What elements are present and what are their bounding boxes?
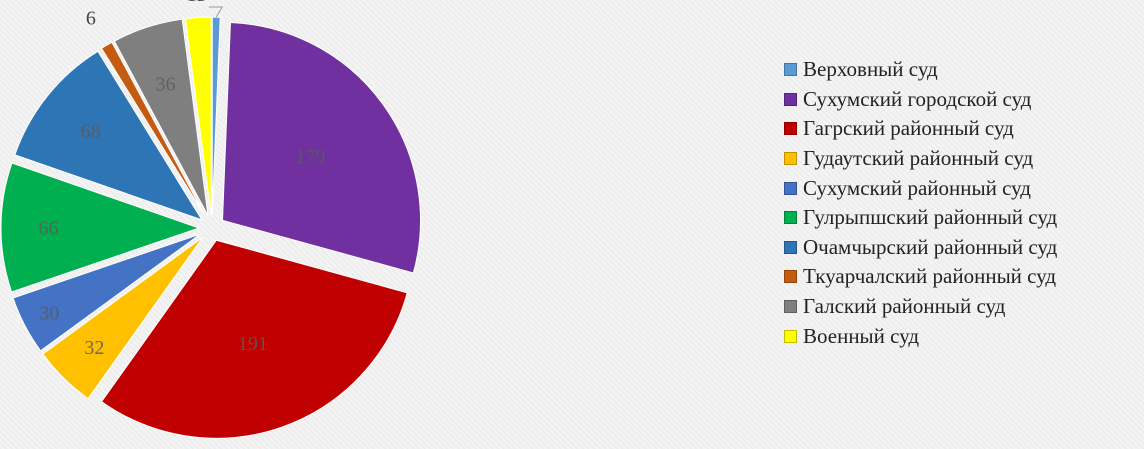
pie-slice-гудаутский-районный-суд [42,236,204,400]
legend-label: Сухумский городской суд [803,86,1032,111]
data-label-сухумский-городской-суд: 179 [295,146,325,168]
pie-slice-очамчырский-районный-суд [14,50,204,221]
data-labels: 41791913230666863613 [39,0,326,359]
legend-swatch [784,240,797,254]
data-label-сухумский-районный-суд: 30 [39,303,59,325]
pie-slice-сухумский-районный-суд [12,233,201,352]
legend-label: Сухумский районный суд [803,175,1031,200]
legend-item-верховный-суд: Верховный суд [784,55,1140,85]
data-label-гулрыпшский-районный-суд: 66 [39,218,59,240]
data-label-гагрский-районный-суд: 191 [238,333,268,355]
legend-item-гагрский-районный-суд: Гагрский районный суд [784,114,1140,144]
legend-label: Гулрыпшский районный суд [803,205,1058,230]
leader-line [208,6,224,18]
legend-label: Верховный суд [803,57,938,82]
pie-slices [0,16,421,439]
data-label-военный-суд: 13 [187,0,207,6]
legend-swatch [784,152,797,166]
legend-item-военный-суд: Военный суд [784,321,1140,351]
legend-swatch [784,211,797,225]
legend-label: Очамчырский районный суд [803,234,1058,259]
legend-item-гулрыпшский-районный-суд: Гулрыпшский районный суд [784,203,1140,233]
legend-item-галский-районный-суд: Галский районный суд [784,292,1140,322]
pie-slice-военный-суд [184,16,212,216]
legend-swatch [784,122,797,136]
pie-slice-верховный-суд [211,16,221,216]
pie-slice-гулрыпшский-районный-суд [0,162,201,293]
legend-label: Гагрский районный суд [803,116,1014,141]
legend-label: Ткуарчалский районный суд [803,264,1057,289]
legend-label: Военный суд [803,323,920,348]
legend-swatch [784,92,797,106]
legend-item-гудаутский-районный-суд: Гудаутский районный суд [784,144,1140,174]
data-label-ткуарчалский-районный-суд: 6 [86,8,96,30]
legend-swatch [784,300,797,314]
legend-swatch [784,181,797,195]
legend-swatch [784,63,797,77]
pie-slice-гагрский-районный-суд [100,239,408,439]
pie-slice-ткуарчалский-районный-суд [100,41,206,217]
data-label-галский-районный-суд: 36 [156,74,176,96]
legend-item-сухумский-городской-суд: Сухумский городской суд [784,85,1140,115]
data-label-гудаутский-районный-суд: 32 [84,337,104,359]
pie-slice-сухумский-городской-суд [221,21,421,274]
data-label-очамчырский-районный-суд: 68 [81,121,101,143]
legend-item-сухумский-районный-суд: Сухумский районный суд [784,173,1140,203]
legend-label: Гудаутский районный суд [803,146,1034,171]
legend-swatch [784,270,797,284]
legend-label: Галский районный суд [803,294,1006,319]
chart-legend: Верховный суд Сухумский городской суд Гагр… [784,55,1140,351]
pie-slice-галский-районный-суд [113,18,209,216]
legend-item-ткуарчалский-районный-суд: Ткуарчалский районный суд [784,262,1140,292]
legend-swatch [784,329,797,343]
legend-item-очамчырский-районный-суд: Очамчырский районный суд [784,233,1140,263]
